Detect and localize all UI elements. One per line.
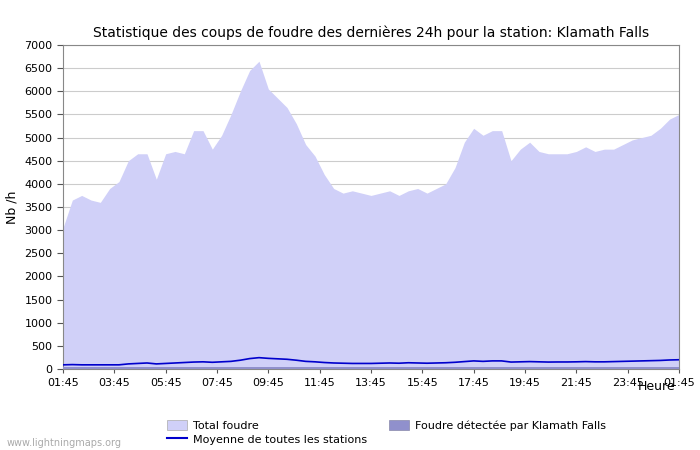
Legend: Total foudre, Moyenne de toutes les stations, Foudre détectée par Klamath Falls: Total foudre, Moyenne de toutes les stat…: [167, 420, 606, 445]
Title: Statistique des coups de foudre des dernières 24h pour la station: Klamath Falls: Statistique des coups de foudre des dern…: [93, 25, 649, 40]
Text: www.lightningmaps.org: www.lightningmaps.org: [7, 438, 122, 448]
Text: Heure: Heure: [638, 380, 676, 393]
Y-axis label: Nb /h: Nb /h: [6, 190, 19, 224]
